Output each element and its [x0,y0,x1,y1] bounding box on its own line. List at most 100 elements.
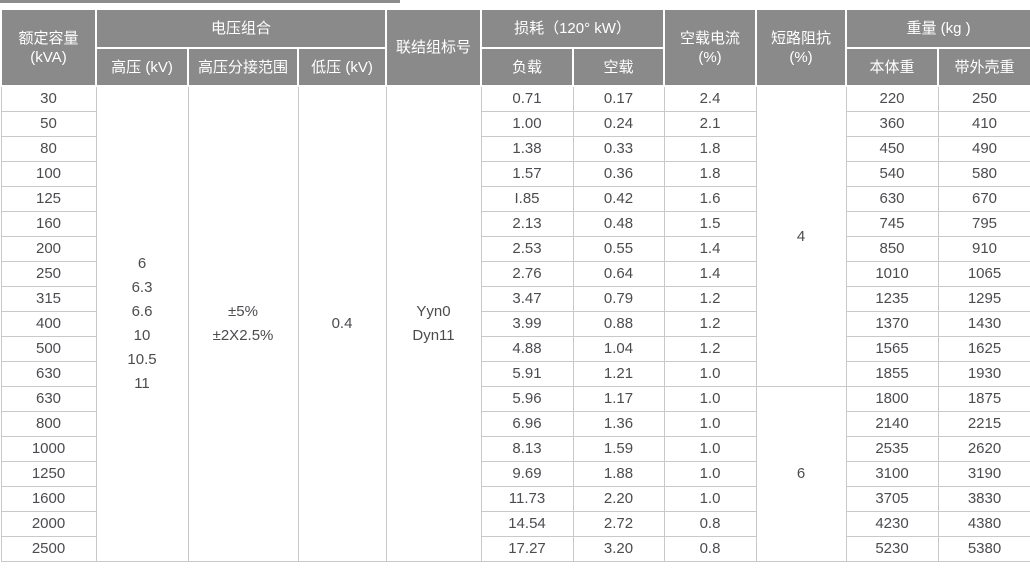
table-row: 200 2.53 0.55 1.4 850 910 [0,236,1030,262]
table-row: 50 1.00 0.24 2.1 360 410 [0,111,1030,137]
shell-weight-cell: 250 [937,85,1030,112]
header-loss: 损耗（120° kW） [479,8,666,49]
no-load-current-cell: 2.4 [663,85,757,112]
top-edge-artifact [0,0,400,3]
no-load-loss-cell: 0.36 [572,161,665,187]
capacity-cell: 125 [0,186,97,212]
shell-weight-cell: 1295 [937,286,1030,312]
load-loss-cell: 5.96 [480,386,574,412]
load-loss-cell: 9.69 [480,461,574,487]
shell-weight-cell: 410 [937,111,1030,137]
shell-weight-cell: 3830 [937,486,1030,512]
table-row: 400 3.99 0.88 1.2 1370 1430 [0,311,1030,337]
header-short-circuit-impedance: 短路阻抗 (%) [755,8,848,87]
body-weight-cell: 4230 [845,511,939,537]
shell-weight-cell: 1625 [937,336,1030,362]
no-load-loss-cell: 1.59 [572,436,665,462]
table-row: 1600 11.73 2.20 1.0 3705 3830 [0,486,1030,512]
no-load-current-cell: 1.0 [663,436,757,462]
no-load-loss-cell: 0.88 [572,311,665,337]
header-load-loss: 负载 [480,47,574,87]
shell-weight-cell: 4380 [937,511,1030,537]
capacity-cell: 80 [0,136,97,162]
tap-range-cell: ±5% ±2X2.5% [187,85,299,562]
header-body-weight: 本体重 [845,47,940,87]
impedance-group2-cell: 6 [755,386,847,562]
capacity-cell: 400 [0,311,97,337]
capacity-cell: 250 [0,261,97,287]
table-row: 80 1.38 0.33 1.8 450 490 [0,136,1030,162]
capacity-cell: 800 [0,411,97,437]
no-load-current-cell: 1.8 [663,161,757,187]
load-loss-cell: I.85 [480,186,574,212]
no-load-current-cell: 1.0 [663,411,757,437]
vector-group-cell: Yyn0 Dyn11 [385,85,482,562]
no-load-loss-cell: 1.17 [572,386,665,412]
table-row: 2000 14.54 2.72 0.8 4230 4380 [0,511,1030,537]
header-rated-capacity: 额定容量 (kVA) [0,8,97,87]
no-load-current-cell: 1.2 [663,336,757,362]
no-load-loss-cell: 0.55 [572,236,665,262]
header-with-shell-weight: 带外壳重 [937,47,1030,87]
load-loss-cell: 3.99 [480,311,574,337]
capacity-cell: 100 [0,161,97,187]
no-load-current-cell: 1.6 [663,186,757,212]
table-row: 800 6.96 1.36 1.0 2140 2215 [0,411,1030,437]
load-loss-cell: 5.91 [480,361,574,387]
table-row: 1250 9.69 1.88 1.0 3100 3190 [0,461,1030,487]
no-load-loss-cell: 1.21 [572,361,665,387]
table-row: 630 5.96 1.17 1.0 6 1800 1875 [0,386,1030,562]
capacity-cell: 1600 [0,486,97,512]
shell-weight-cell: 2620 [937,436,1030,462]
capacity-cell: 160 [0,211,97,237]
lv-value-cell: 0.4 [297,85,387,562]
shell-weight-cell: 490 [937,136,1030,162]
no-load-loss-cell: 0.42 [572,186,665,212]
table-body: 30 6 6.3 6.6 10 10.5 11 ±5% ±2X2.5% 0.4 … [0,85,1030,562]
load-loss-cell: 2.13 [480,211,574,237]
header-no-load-loss: 空载 [571,47,666,87]
table-row: 125 I.85 0.42 1.6 630 670 [0,186,1030,212]
impedance-group1-cell: 4 [755,85,847,387]
shell-weight-cell: 5380 [937,536,1030,562]
no-load-current-cell: 1.4 [663,236,757,262]
shell-weight-cell: 2215 [937,411,1030,437]
shell-weight-cell: 1875 [937,386,1030,412]
load-loss-cell: 4.88 [480,336,574,362]
table-row: 630 5.91 1.21 1.0 1855 1930 [0,361,1030,387]
table-row: 2500 17.27 3.20 0.8 5230 5380 [0,536,1030,562]
body-weight-cell: 1565 [845,336,939,362]
load-loss-cell: 14.54 [480,511,574,537]
load-loss-cell: 2.76 [480,261,574,287]
no-load-loss-cell: 2.20 [572,486,665,512]
table-row: 30 6 6.3 6.6 10 10.5 11 ±5% ±2X2.5% 0.4 … [0,85,1030,562]
no-load-current-cell: 1.4 [663,261,757,287]
no-load-loss-cell: 1.04 [572,336,665,362]
header-vector-group: 联结组标号 [385,8,482,87]
no-load-current-cell: 1.8 [663,136,757,162]
header-lv: 低压 (kV) [297,47,387,87]
no-load-loss-cell: 0.33 [572,136,665,162]
no-load-current-cell: 1.2 [663,311,757,337]
no-load-loss-cell: 0.48 [572,211,665,237]
body-weight-cell: 1010 [845,261,939,287]
no-load-current-cell: 1.0 [663,461,757,487]
body-weight-cell: 2535 [845,436,939,462]
body-weight-cell: 745 [845,211,939,237]
body-weight-cell: 1855 [845,361,939,387]
load-loss-cell: 8.13 [480,436,574,462]
capacity-cell: 1250 [0,461,97,487]
load-loss-cell: 6.96 [480,411,574,437]
header-no-load-current: 空载电流 (%) [663,8,758,87]
body-weight-cell: 630 [845,186,939,212]
body-weight-cell: 1370 [845,311,939,337]
capacity-cell: 2000 [0,511,97,537]
no-load-loss-cell: 1.88 [572,461,665,487]
no-load-current-cell: 1.5 [663,211,757,237]
body-weight-cell: 2140 [845,411,939,437]
no-load-current-cell: 0.8 [663,511,757,537]
shell-weight-cell: 670 [937,186,1030,212]
body-weight-cell: 220 [845,85,939,112]
shell-weight-cell: 1430 [937,311,1030,337]
no-load-current-cell: 1.0 [663,486,757,512]
